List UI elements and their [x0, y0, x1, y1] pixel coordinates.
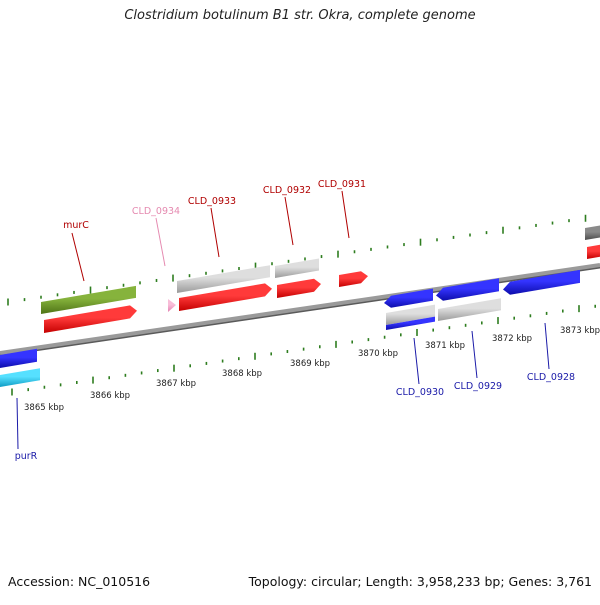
- gene-bar-gray[interactable]: [177, 265, 270, 293]
- scale-label: 3873 kbp: [560, 326, 600, 336]
- gene-bar-gray[interactable]: [275, 258, 319, 278]
- gene-bar-gray[interactable]: [438, 298, 501, 321]
- scale-label: 3871 kbp: [425, 341, 465, 351]
- gene-bar-dark-gray[interactable]: [585, 225, 600, 240]
- scale-label: 3867 kbp: [156, 379, 196, 389]
- gene-label-CLD_0928[interactable]: CLD_0928: [527, 372, 575, 383]
- gene-leader-CLD_0930: [413, 337, 420, 385]
- gene-bar-murC[interactable]: [41, 285, 136, 314]
- gene-leader-CLD_0929: [471, 330, 478, 379]
- gene-bar-red[interactable]: [277, 278, 321, 298]
- gene-bar-blue[interactable]: [386, 316, 435, 330]
- gene-label-purR[interactable]: purR: [15, 451, 38, 462]
- genome-axis: [0, 263, 600, 355]
- gene-label-CLD_0933[interactable]: CLD_0933: [188, 196, 236, 207]
- scale-label: 3868 kbp: [222, 369, 262, 379]
- gene-bar-purR[interactable]: [0, 368, 40, 387]
- gene-label-CLD_0932[interactable]: CLD_0932: [263, 185, 311, 196]
- gene-leader-CLD_0928: [544, 322, 550, 370]
- gene-leader-CLD_0934: [155, 217, 166, 267]
- gene-bar-gray[interactable]: [386, 304, 435, 325]
- gene-label-murC[interactable]: murC: [63, 220, 89, 231]
- scale-label: 3866 kbp: [90, 391, 130, 401]
- gene-bar-red[interactable]: [44, 305, 137, 333]
- gene-bar-red[interactable]: [587, 244, 600, 259]
- gene-bar-blue[interactable]: [384, 288, 433, 308]
- gene-bar-red[interactable]: [179, 283, 272, 311]
- gene-leader-murC: [71, 232, 85, 282]
- gene-label-CLD_0930[interactable]: CLD_0930: [396, 387, 444, 398]
- gene-leader-CLD_0931: [341, 190, 350, 239]
- accession-label: Accession: NC_010516: [8, 574, 151, 589]
- gene-label-CLD_0931[interactable]: CLD_0931: [318, 179, 366, 190]
- genome-title: Clostridium botulinum B1 str. Okra, comp…: [124, 8, 476, 23]
- gene-label-CLD_0934[interactable]: CLD_0934: [132, 206, 180, 217]
- gene-label-CLD_0929[interactable]: CLD_0929: [454, 381, 502, 392]
- scale-label: 3869 kbp: [290, 359, 330, 369]
- scale-label: 3865 kbp: [24, 403, 64, 413]
- gene-bar-CLD_0934[interactable]: [168, 299, 176, 312]
- gene-leader-CLD_0933: [210, 207, 220, 258]
- scale-label: 3872 kbp: [492, 334, 532, 344]
- scale-label: 3870 kbp: [358, 349, 398, 359]
- gene-leader-purR: [16, 397, 19, 450]
- gene-bar-blue[interactable]: [0, 348, 37, 368]
- genome-summary: Topology: circular; Length: 3,958,233 bp…: [248, 574, 592, 589]
- gene-leader-CLD_0932: [284, 196, 294, 246]
- gene-bar-blue[interactable]: [503, 269, 580, 295]
- gene-bar-blue[interactable]: [436, 278, 499, 301]
- gene-bar-red[interactable]: [339, 271, 368, 287]
